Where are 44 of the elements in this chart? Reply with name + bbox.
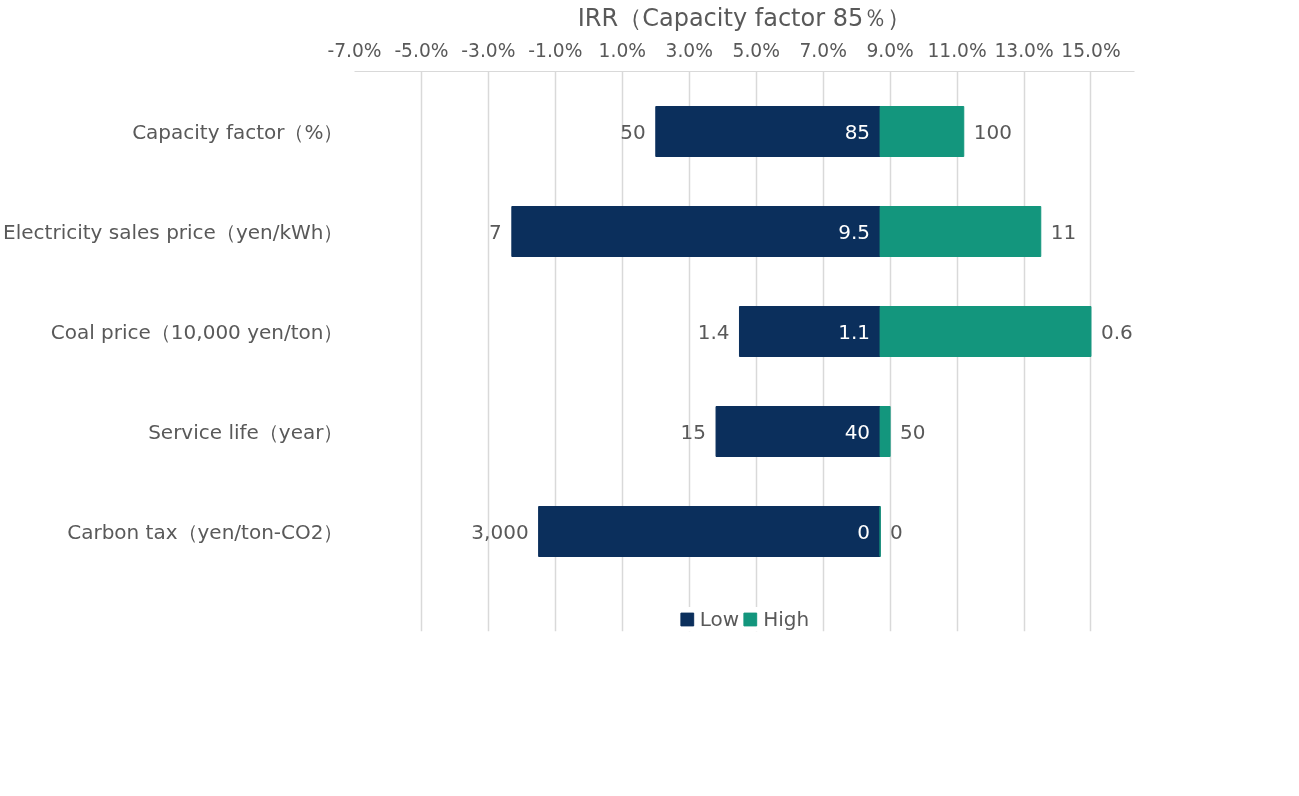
x-tick-label: 5.0%: [732, 39, 780, 61]
x-axis-title: IRR（Capacity factor 85％）: [577, 3, 912, 32]
x-tick-label: -7.0%: [327, 39, 382, 61]
bar: [715, 406, 881, 457]
bar: [879, 406, 891, 457]
annotation: 85: [844, 119, 871, 144]
annotation: 1.4: [697, 319, 730, 344]
y-tick-label: Service life（year）: [148, 419, 344, 444]
y-tick-label: Capacity factor（%）: [132, 119, 344, 144]
legend-label: High: [763, 607, 810, 631]
annotation: 7: [489, 219, 502, 244]
annotation: 9.5: [838, 219, 871, 244]
x-tick-label: -1.0%: [528, 39, 583, 61]
bar: [738, 306, 881, 357]
y-tick-label: Electricity sales price（yen/kWh）: [3, 219, 344, 244]
x-tick-label: 13.0%: [994, 39, 1054, 61]
annotation: 40: [844, 419, 871, 444]
bar: [879, 306, 1092, 357]
annotation: 100: [973, 119, 1012, 144]
y-tick-label: Coal price（10,000 yen/ton）: [50, 319, 344, 344]
annotation: 3,000: [471, 519, 529, 544]
bar: [879, 206, 1042, 257]
annotation: 11: [1050, 219, 1077, 244]
bar: [655, 106, 881, 157]
x-tick-label: 9.0%: [866, 39, 914, 61]
bar: [879, 106, 965, 157]
annotation: 15: [680, 419, 707, 444]
x-tick-label: 7.0%: [799, 39, 847, 61]
x-tick-label: 15.0%: [1061, 39, 1121, 61]
x-tick-label: 1.0%: [598, 39, 647, 61]
y-tick-label: Carbon tax（yen/ton-CO2）: [67, 519, 344, 544]
annotation: 0.6: [1100, 319, 1133, 344]
x-tick-label: -5.0%: [394, 39, 449, 61]
annotation: 1.1: [838, 319, 871, 344]
legend-label: Low: [699, 607, 740, 631]
annotation: 0: [890, 519, 903, 544]
x-tick-label: 3.0%: [665, 39, 713, 61]
bar: [538, 506, 881, 557]
x-tick-label: 11.0%: [927, 39, 987, 61]
annotation: 50: [900, 419, 926, 444]
x-tick-label: -3.0%: [461, 39, 516, 61]
annotation: 0: [857, 519, 871, 544]
annotation: 50: [620, 119, 646, 144]
bar: [511, 206, 881, 257]
